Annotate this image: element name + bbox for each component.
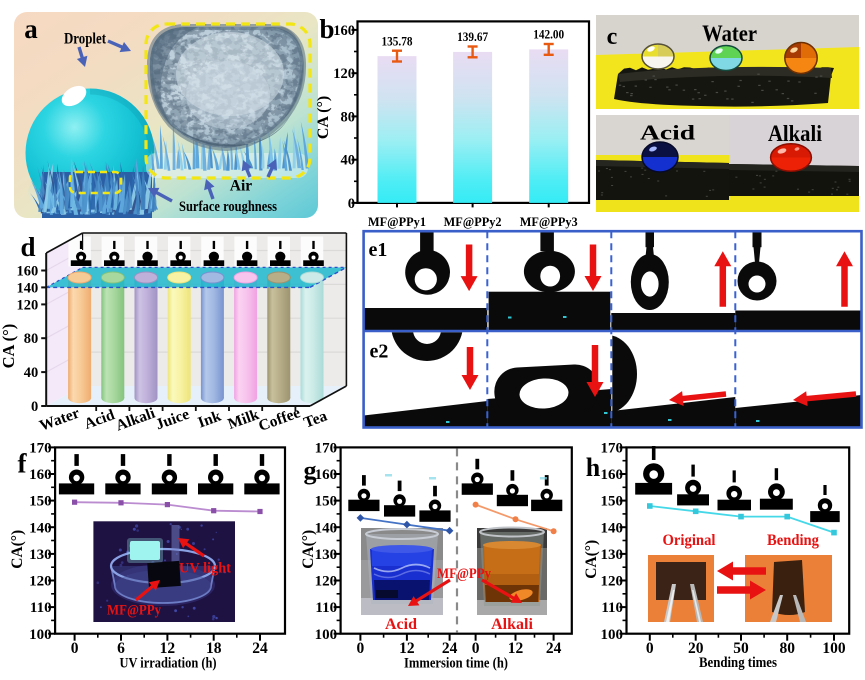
svg-text:12: 12 (399, 640, 415, 657)
svg-text:0: 0 (348, 196, 355, 212)
svg-text:b: b (319, 14, 334, 44)
svg-text:a: a (24, 14, 38, 44)
svg-text:110: 110 (601, 600, 623, 616)
svg-text:160: 160 (315, 467, 338, 483)
svg-text:CA(°): CA(°) (583, 540, 600, 579)
svg-text:100: 100 (29, 627, 52, 643)
svg-text:Droplet: Droplet (64, 30, 107, 47)
svg-text:40: 40 (341, 153, 356, 169)
svg-text:MF@PPy1: MF@PPy1 (368, 215, 426, 229)
svg-text:12: 12 (160, 640, 176, 657)
svg-text:MF@PPy2: MF@PPy2 (444, 215, 502, 229)
svg-text:CA (°): CA (°) (0, 324, 18, 369)
svg-text:MF@PPy3: MF@PPy3 (520, 215, 578, 229)
svg-text:120: 120 (333, 66, 355, 82)
svg-text:160: 160 (16, 263, 38, 279)
svg-text:d: d (20, 232, 35, 262)
svg-text:135.78: 135.78 (382, 34, 413, 48)
svg-text:20: 20 (688, 640, 704, 657)
svg-text:24: 24 (546, 640, 562, 657)
svg-text:139.67: 139.67 (457, 30, 488, 44)
svg-text:24: 24 (252, 640, 268, 657)
svg-text:140: 140 (29, 520, 52, 536)
svg-text:120: 120 (601, 574, 624, 590)
svg-text:110: 110 (30, 600, 52, 616)
svg-text:80: 80 (24, 331, 39, 347)
svg-text:c: c (607, 24, 618, 50)
svg-text:Alkali: Alkali (768, 121, 823, 146)
svg-text:130: 130 (601, 547, 624, 563)
svg-text:Acid: Acid (640, 120, 695, 144)
svg-text:6: 6 (117, 640, 125, 657)
svg-text:g: g (304, 456, 317, 485)
svg-text:170: 170 (29, 441, 52, 457)
svg-text:100: 100 (315, 627, 338, 643)
svg-text:18: 18 (206, 640, 222, 657)
svg-text:140: 140 (315, 520, 338, 536)
svg-text:MF@PPy: MF@PPy (107, 603, 161, 619)
svg-text:100: 100 (601, 627, 624, 643)
svg-text:Air: Air (230, 177, 253, 194)
svg-text:140: 140 (601, 520, 624, 536)
svg-text:Alkali: Alkali (491, 616, 533, 633)
svg-text:160: 160 (333, 23, 355, 39)
svg-text:160: 160 (601, 467, 624, 483)
svg-text:e2: e2 (370, 340, 389, 362)
svg-text:UV light: UV light (179, 561, 231, 577)
svg-text:h: h (586, 453, 601, 482)
svg-text:0: 0 (646, 640, 654, 657)
svg-text:130: 130 (29, 547, 52, 563)
svg-text:120: 120 (16, 297, 38, 313)
svg-text:e1: e1 (369, 239, 388, 261)
svg-text:110: 110 (315, 600, 337, 616)
svg-text:0: 0 (31, 399, 38, 415)
svg-text:24: 24 (442, 640, 458, 657)
svg-text:80: 80 (341, 109, 356, 125)
svg-text:CA (°): CA (°) (315, 96, 332, 139)
svg-text:CA(°): CA(°) (9, 530, 26, 569)
svg-text:Bending times: Bending times (699, 655, 777, 671)
svg-text:MF@PPy: MF@PPy (437, 566, 491, 582)
svg-text:140: 140 (16, 280, 38, 296)
svg-text:Bending: Bending (767, 532, 819, 549)
svg-text:Original: Original (663, 532, 717, 549)
svg-text:170: 170 (315, 441, 338, 457)
svg-text:Surface roughness: Surface roughness (179, 199, 277, 215)
svg-text:80: 80 (779, 640, 795, 657)
svg-text:f: f (18, 449, 28, 479)
svg-text:150: 150 (29, 494, 52, 510)
svg-text:160: 160 (29, 467, 52, 483)
svg-text:120: 120 (29, 574, 52, 590)
svg-text:50: 50 (733, 640, 749, 657)
svg-text:40: 40 (24, 365, 39, 381)
svg-text:130: 130 (315, 547, 338, 563)
svg-text:0: 0 (472, 640, 480, 657)
svg-text:Immersion time (h): Immersion time (h) (404, 655, 508, 671)
svg-text:Water: Water (702, 21, 757, 46)
svg-text:150: 150 (315, 494, 338, 510)
svg-text:142.00: 142.00 (533, 28, 564, 42)
svg-text:0: 0 (357, 640, 365, 657)
svg-text:CA(°): CA(°) (300, 530, 317, 569)
svg-text:100: 100 (822, 640, 846, 657)
svg-text:120: 120 (315, 574, 338, 590)
svg-text:Acid: Acid (385, 616, 417, 633)
svg-text:150: 150 (601, 494, 624, 510)
svg-text:0: 0 (71, 640, 79, 657)
svg-text:UV irradiation (h): UV irradiation (h) (120, 655, 217, 671)
svg-text:12: 12 (508, 640, 524, 657)
svg-text:170: 170 (601, 441, 624, 457)
